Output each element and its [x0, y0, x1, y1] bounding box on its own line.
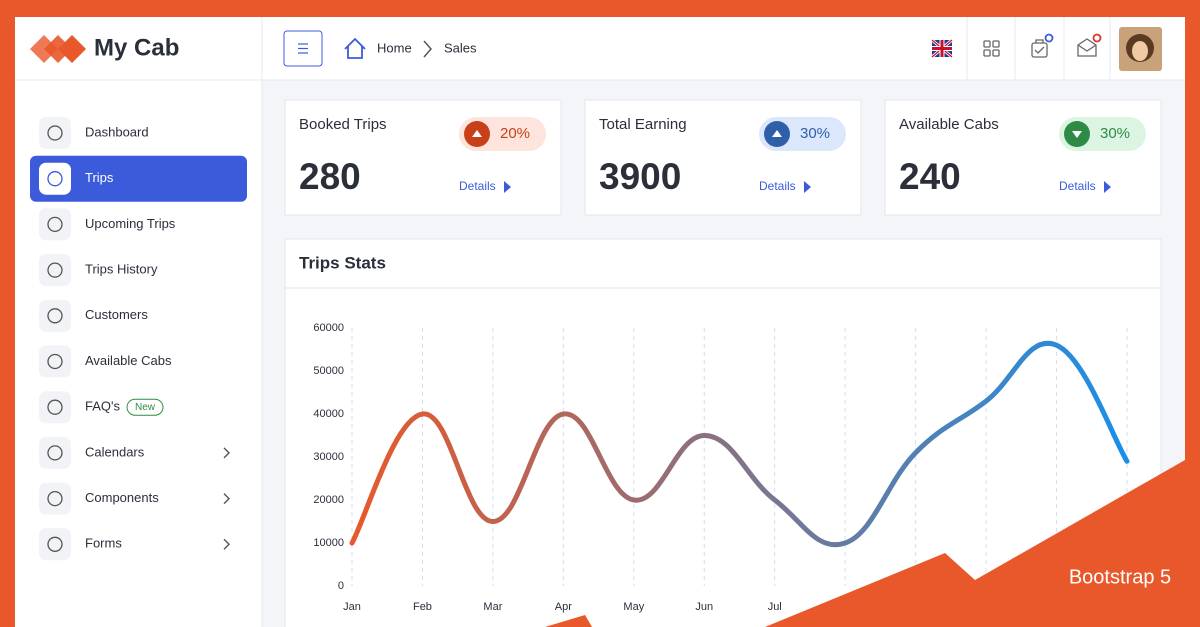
change-text: 30% [1100, 125, 1130, 142]
menu-glyph [47, 216, 63, 233]
menu-glyph [47, 308, 63, 324]
active-item[interactable] [30, 155, 247, 202]
details-arrow [504, 181, 511, 193]
flag[interactable] [931, 38, 953, 59]
breadcrumb-separator [423, 40, 432, 58]
menu-icon [39, 345, 71, 378]
details-link[interactable]: Details [759, 179, 796, 193]
y-tick-label: 50000 [313, 365, 344, 377]
badge-text: New [135, 402, 156, 413]
menu-glyph [47, 490, 63, 507]
menu-label[interactable]: Dashboard [85, 124, 149, 139]
brand: My Cab [94, 34, 179, 61]
chevron [223, 538, 230, 550]
apps-icon[interactable] [983, 40, 1000, 57]
x-tick-label: Feb [413, 601, 432, 613]
menu-label[interactable]: Components [85, 490, 159, 505]
menu-icon [39, 162, 71, 195]
avatar[interactable] [1119, 27, 1162, 71]
line [349, 340, 1130, 548]
sidebar-menu: Dashboard Trips Upcoming Trips Trips Histor… [30, 117, 247, 561]
card-title: Booked Trips [299, 116, 387, 133]
menu-icon [39, 299, 71, 332]
change-arrow [472, 130, 482, 137]
x-tick-label: Jun [695, 601, 713, 613]
change-text: 30% [800, 125, 830, 142]
menu-label[interactable]: Trips History [85, 262, 158, 277]
cart-icon[interactable] [1031, 33, 1054, 58]
menu-icon [298, 43, 308, 54]
menu-icon [39, 254, 71, 287]
menu-icon [39, 391, 71, 424]
card-value: 240 [899, 156, 961, 197]
chevron [223, 493, 230, 505]
x-tick-label: Apr [555, 601, 572, 613]
menu-label[interactable]: FAQ's [85, 399, 120, 414]
menu-label[interactable]: Forms [85, 536, 122, 551]
menu-glyph [47, 353, 63, 370]
x-tick-label: Jul [768, 601, 782, 613]
y-tick-label: 20000 [313, 494, 344, 506]
menu-glyph [47, 536, 63, 552]
change-arrow [1072, 131, 1082, 138]
card-value: 3900 [599, 156, 681, 197]
y-tick-label: 60000 [313, 322, 344, 334]
menu-glyph [47, 399, 63, 415]
logo [30, 35, 86, 63]
chevron [223, 447, 230, 459]
menu-glyph [47, 262, 63, 278]
menu-icon [39, 208, 71, 241]
breadcrumb[interactable]: Home [377, 40, 412, 55]
x-tick-label: Mar [483, 601, 502, 613]
badge [126, 398, 164, 416]
details-link[interactable]: Details [1059, 179, 1096, 193]
header-dividers [966, 17, 1111, 80]
y-tick-label: 40000 [313, 408, 344, 420]
menu-glyph [47, 125, 63, 141]
mail-icon[interactable] [1077, 33, 1102, 57]
menu-icon [39, 436, 71, 469]
corner-decoration [765, 455, 1200, 627]
y-tick-label: 0 [338, 580, 344, 592]
details-arrow [804, 181, 811, 193]
menu-icon [39, 117, 71, 149]
menu-icon [39, 528, 71, 561]
y-tick-label: 10000 [313, 537, 344, 549]
x-tick-label: May [623, 601, 644, 613]
corner-decoration [545, 615, 592, 627]
chart-title: Trips Stats [299, 253, 386, 272]
details-link[interactable]: Details [459, 179, 496, 193]
menu-label[interactable]: Customers [85, 307, 148, 322]
change-arrow [772, 130, 782, 137]
chart: 0 10000 20000 30000 40000 50000 60000 Jan Feb Mar… [313, 322, 1130, 613]
menu-glyph [47, 171, 63, 187]
topbar [262, 17, 1185, 80]
card-title: Available Cabs [899, 116, 999, 133]
menu-glyph [47, 445, 63, 461]
home-icon [344, 37, 366, 59]
stat-cards: Booked Trips 280 20% Details Total Earning 39… [284, 99, 1162, 216]
card-title: Total Earning [599, 116, 687, 133]
menu-label[interactable]: Upcoming Trips [85, 216, 176, 231]
y-tick-label: 30000 [313, 451, 344, 463]
menu-icon [39, 482, 71, 515]
card-value: 280 [299, 156, 361, 197]
corner-badge: Bootstrap 5 [1069, 566, 1171, 588]
details-arrow [1104, 181, 1111, 193]
menu-label[interactable]: Available Cabs [85, 353, 172, 368]
x-tick-label: Jan [343, 601, 361, 613]
breadcrumb: Sales [444, 40, 477, 55]
menu-label[interactable]: Calendars [85, 444, 145, 459]
menu-label[interactable]: Trips [85, 170, 114, 185]
change-text: 20% [500, 125, 530, 142]
